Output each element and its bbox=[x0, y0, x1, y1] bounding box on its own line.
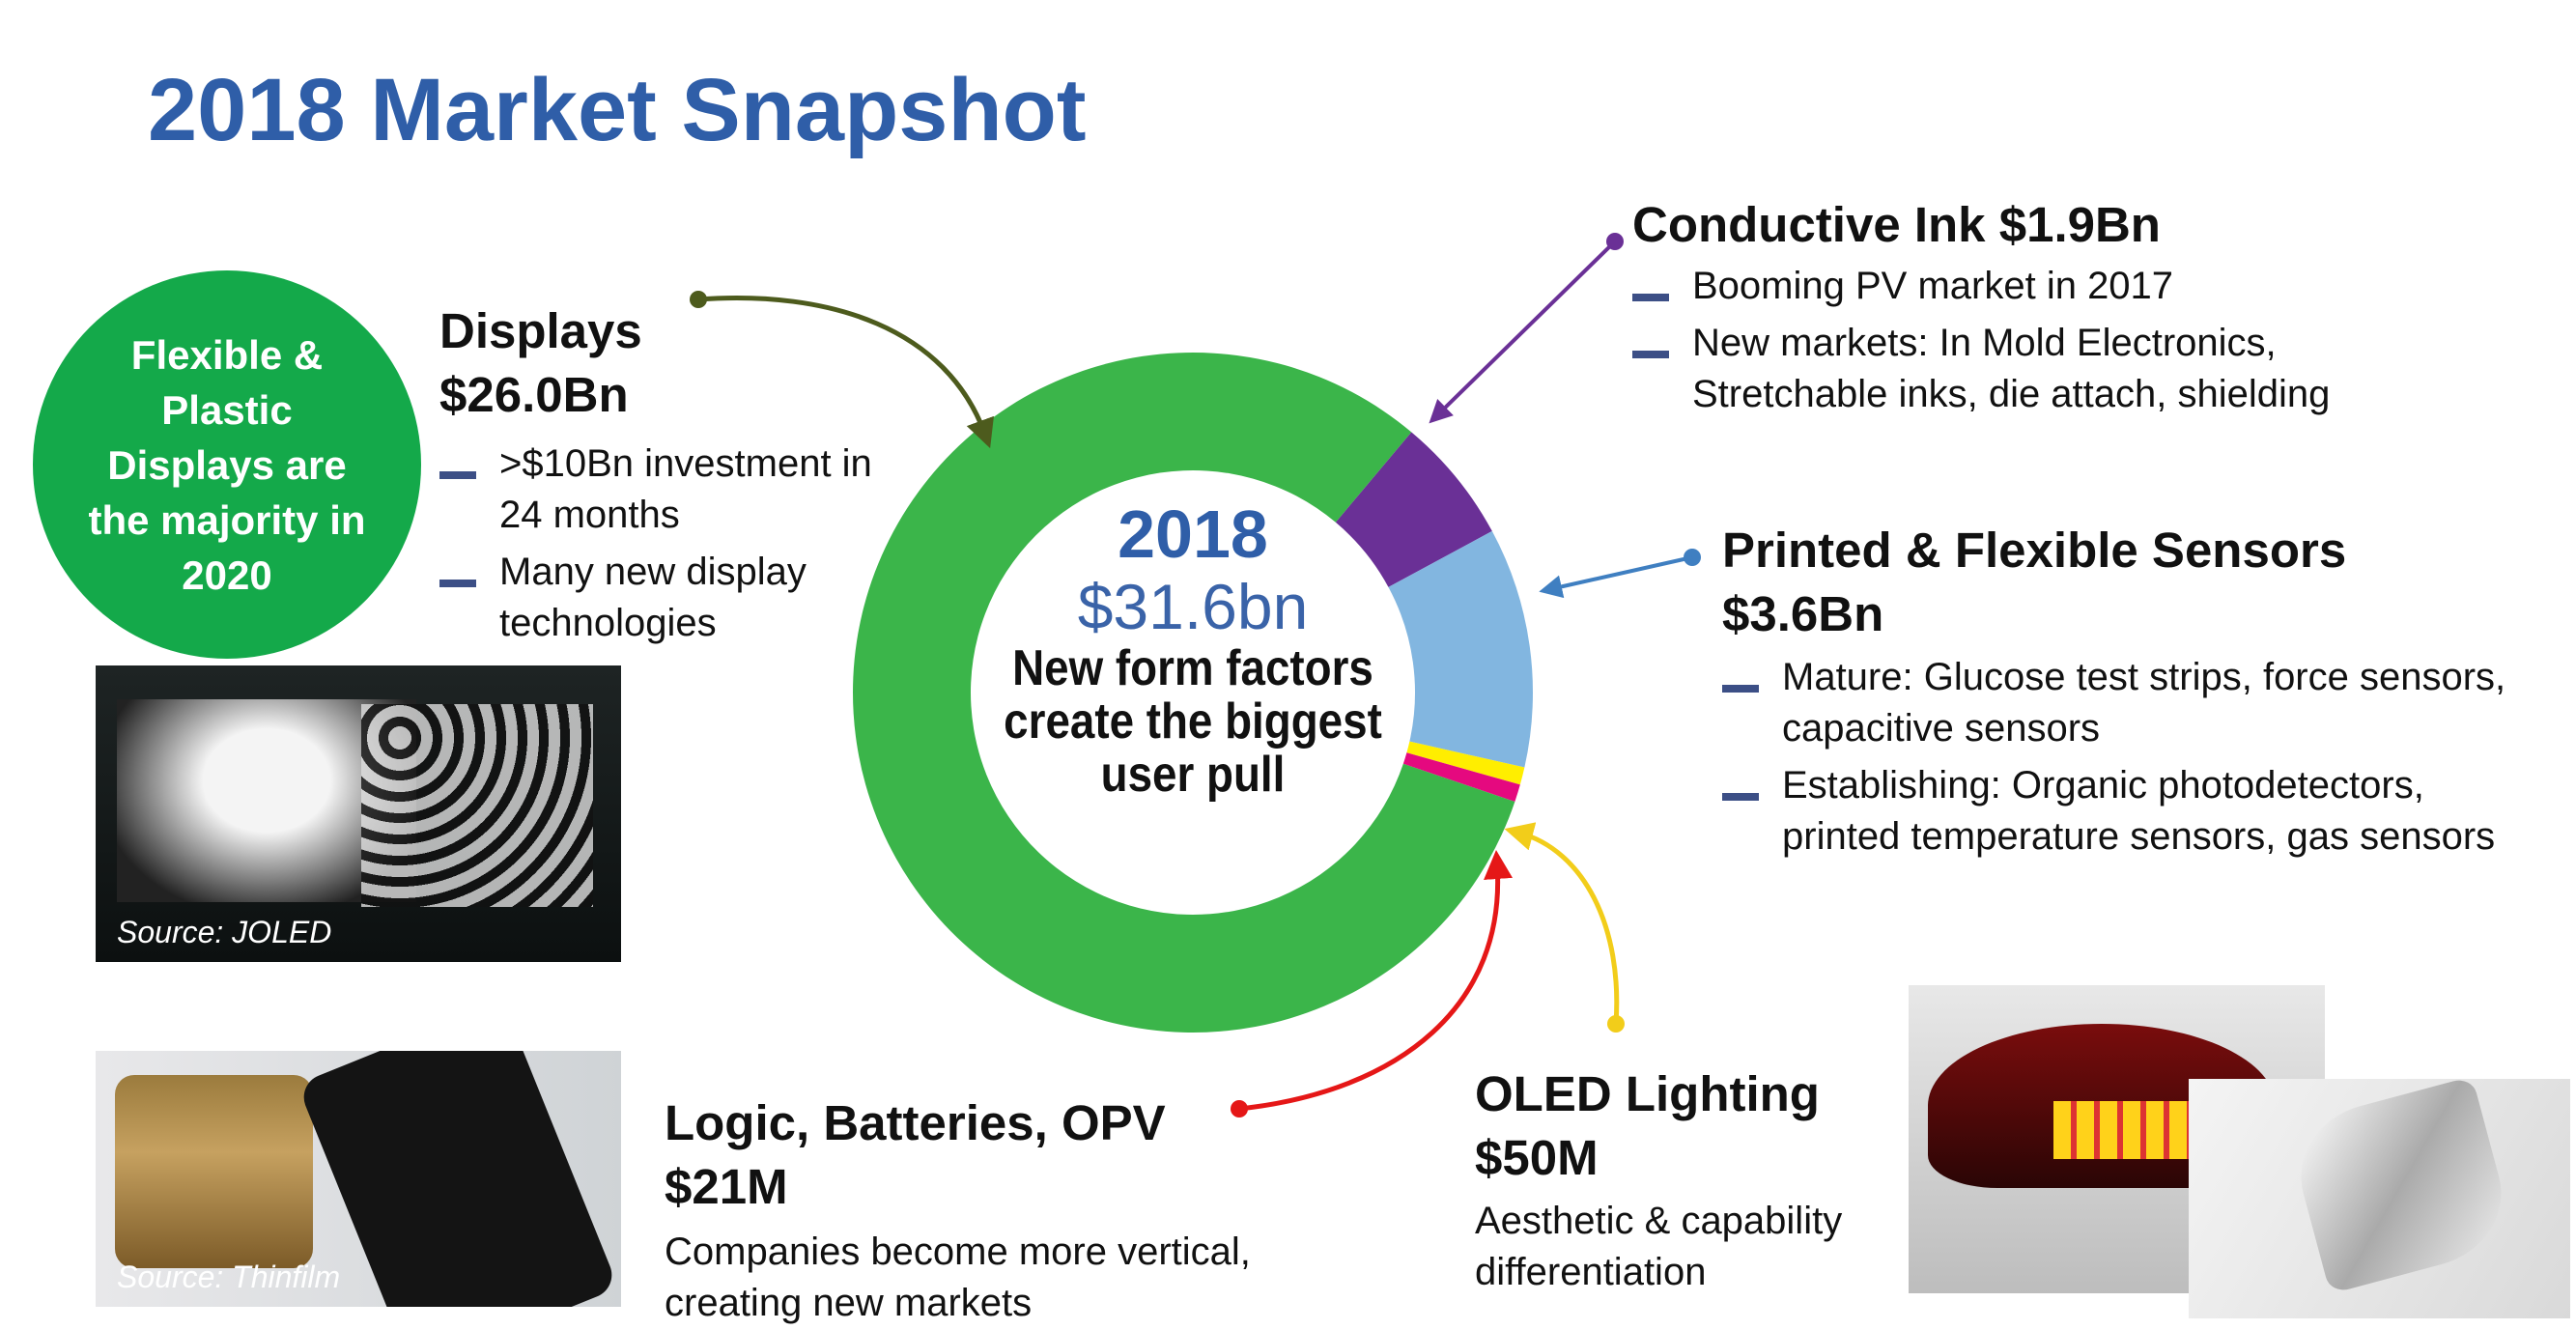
flexible-oled-photo bbox=[2189, 1079, 2570, 1318]
flexible-sheet-image bbox=[2285, 1079, 2517, 1294]
oled-desc: Aesthetic & capability differentiation bbox=[1475, 1200, 1843, 1293]
logic-callout: Logic, Batteries, OPV $21M Companies bec… bbox=[665, 1091, 1283, 1329]
logic-value: $21M bbox=[665, 1159, 788, 1214]
donut-slice-printed-flexible-sensors bbox=[1388, 530, 1533, 768]
conductive-ink-bullet: Booming PV market in 2017 bbox=[1632, 261, 2424, 312]
conductive-ink-arrow bbox=[1429, 233, 1624, 424]
displays-callout: Displays $26.0Bn >$10Bn investment in 24… bbox=[439, 299, 884, 655]
displays-arrow bbox=[690, 291, 994, 449]
logic-arrow bbox=[1231, 850, 1513, 1118]
displays-value: $26.0Bn bbox=[439, 367, 629, 422]
logic-title: Logic, Batteries, OPV bbox=[665, 1095, 1166, 1150]
sensors-callout: Printed & Flexible Sensors $3.6Bn Mature… bbox=[1722, 519, 2553, 868]
badge-text: Flexible & Plastic Displays are the majo… bbox=[88, 331, 366, 598]
sensors-value: $3.6Bn bbox=[1722, 586, 1884, 641]
page-title: 2018 Market Snapshot bbox=[148, 61, 1087, 159]
oled-value: $50M bbox=[1475, 1130, 1599, 1185]
sensors-bullet: Mature: Glucose test strips, force senso… bbox=[1722, 652, 2553, 754]
ct-scan-image bbox=[361, 704, 593, 907]
smartphone-image bbox=[297, 1051, 619, 1307]
sensors-arrow bbox=[1539, 549, 1701, 599]
center-year: 2018 bbox=[1118, 496, 1268, 572]
displays-title: Displays bbox=[439, 303, 642, 358]
donut-center-label: 2018 $31.6bn New form factors create the… bbox=[971, 497, 1415, 802]
donut-slice-oled-lighting bbox=[1406, 741, 1525, 785]
sensors-bullet: Establishing: Organic photodetectors, pr… bbox=[1722, 760, 2553, 863]
oled-callout: OLED Lighting $50M Aesthetic & capabilit… bbox=[1475, 1062, 1900, 1298]
donut-slice-logic-batteries-opv bbox=[1402, 752, 1520, 802]
conductive-ink-callout: Conductive Ink $1.9Bn Booming PV market … bbox=[1632, 193, 2424, 426]
conductive-ink-bullet: New markets: In Mold Electronics, Stretc… bbox=[1632, 318, 2424, 420]
center-total: $31.6bn bbox=[1077, 571, 1309, 642]
donut-slice-displays bbox=[853, 353, 1515, 1033]
thinfilm-product-photo: Source: Thinfilm bbox=[96, 1051, 621, 1307]
thinfilm-caption: Source: Thinfilm bbox=[117, 1259, 341, 1294]
logic-desc: Companies become more vertical, creating… bbox=[665, 1231, 1251, 1324]
joled-caption: Source: JOLED bbox=[117, 915, 332, 949]
center-note: New form factors create the biggest user… bbox=[1004, 640, 1382, 803]
donut-slice-conductive-ink bbox=[1335, 432, 1492, 587]
joled-display-photo: Source: JOLED bbox=[96, 665, 621, 962]
displays-bullet: Many new display technologies bbox=[439, 547, 884, 649]
oled-arrow bbox=[1504, 822, 1625, 1033]
majority-badge: Flexible & Plastic Displays are the majo… bbox=[33, 270, 421, 659]
cream-jar-image bbox=[115, 1075, 313, 1268]
oled-title: OLED Lighting bbox=[1475, 1066, 1820, 1121]
conductive-ink-title: Conductive Ink $1.9Bn bbox=[1632, 197, 2161, 252]
sensors-title: Printed & Flexible Sensors bbox=[1722, 523, 2347, 578]
displays-bullet: >$10Bn investment in 24 months bbox=[439, 439, 884, 541]
